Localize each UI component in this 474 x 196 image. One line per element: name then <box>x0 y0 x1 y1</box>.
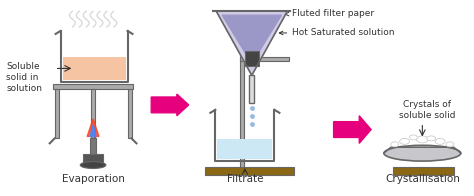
FancyBboxPatch shape <box>90 138 96 154</box>
FancyBboxPatch shape <box>83 154 103 164</box>
FancyBboxPatch shape <box>393 167 454 175</box>
FancyBboxPatch shape <box>245 51 259 66</box>
Text: Crystals of
soluble solid: Crystals of soluble solid <box>399 100 456 120</box>
FancyBboxPatch shape <box>249 75 254 103</box>
Ellipse shape <box>427 136 436 141</box>
Polygon shape <box>90 125 96 136</box>
Ellipse shape <box>400 138 410 144</box>
FancyBboxPatch shape <box>63 57 126 80</box>
Ellipse shape <box>417 136 428 143</box>
FancyBboxPatch shape <box>55 89 59 138</box>
Ellipse shape <box>80 162 106 169</box>
FancyBboxPatch shape <box>240 57 289 61</box>
FancyBboxPatch shape <box>205 167 294 175</box>
Text: Fluted filter paper: Fluted filter paper <box>285 9 374 18</box>
FancyBboxPatch shape <box>53 84 134 89</box>
Text: Crystallisation: Crystallisation <box>385 174 460 184</box>
FancyBboxPatch shape <box>128 89 131 138</box>
Polygon shape <box>384 147 461 153</box>
Polygon shape <box>222 15 282 64</box>
Text: Evaporation: Evaporation <box>62 174 125 184</box>
FancyBboxPatch shape <box>91 89 95 138</box>
Polygon shape <box>334 116 371 143</box>
Ellipse shape <box>446 142 454 147</box>
Ellipse shape <box>384 145 461 161</box>
FancyBboxPatch shape <box>240 11 244 169</box>
Ellipse shape <box>391 142 399 147</box>
Polygon shape <box>151 94 189 116</box>
Text: Filtrate: Filtrate <box>227 174 263 184</box>
Text: Soluble
solid in
solution: Soluble solid in solution <box>6 62 42 93</box>
Polygon shape <box>87 119 99 136</box>
Ellipse shape <box>410 135 418 140</box>
Ellipse shape <box>435 138 445 144</box>
Text: Hot Saturated solution: Hot Saturated solution <box>279 28 395 37</box>
FancyBboxPatch shape <box>217 139 273 159</box>
Polygon shape <box>216 11 287 75</box>
